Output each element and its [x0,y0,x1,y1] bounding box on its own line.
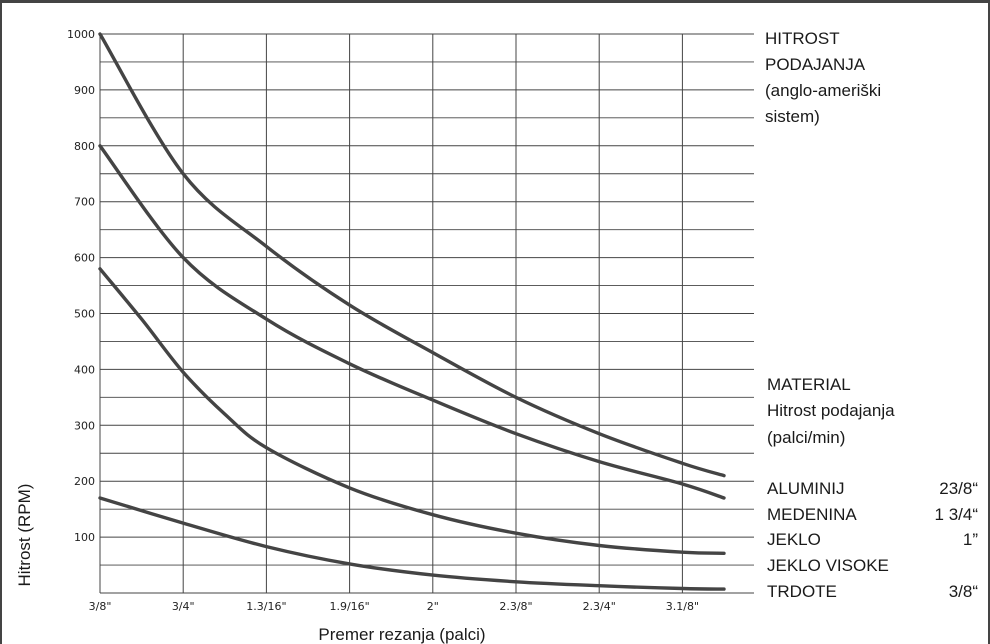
x-tick-label: 1.3/16" [246,600,286,613]
series-line-1 [98,32,726,478]
y-axis-label: Hitrost (RPM) [15,484,34,587]
feed-title-line: HITROST [765,29,840,48]
material-header-line: (palci/min) [767,428,845,447]
x-tick-label: 2.3/4" [583,600,616,613]
material-feed-value: 23/8“ [939,479,978,498]
material-feed-value: 3/8“ [949,582,979,601]
series-line-2 [98,144,726,500]
y-tick-label: 300 [74,419,95,432]
x-tick-label: 3/8" [89,600,112,613]
y-tick-labels: 100 200 300 400 500 600 700 800 900 1000 [67,28,95,544]
material-feed-value: 1” [963,530,978,549]
y-tick-label: 1000 [67,28,95,41]
x-tick-label: 3.1/8" [666,600,699,613]
x-tick-label: 1.9/16" [329,600,369,613]
material-name: JEKLO VISOKE [767,556,889,575]
series-line-3 [98,267,726,555]
y-tick-label: 600 [74,252,95,265]
material-header-line: Hitrost podajanja [767,401,895,420]
material-feed-value: 1 3/4“ [935,505,979,524]
material-name: ALUMINIJ [767,479,844,498]
series-line-4 [98,496,726,591]
x-tick-label: 2" [427,600,439,613]
y-tick-label: 100 [74,531,95,544]
material-name: TRDOTE [767,582,837,601]
material-header: MATERIAL Hitrost podajanja (palci/min) [767,375,895,447]
feed-rate-title: HITROST PODAJANJA (anglo-ameriški sistem… [765,29,881,126]
material-table: ALUMINIJ 23/8“ MEDENINA 1 3/4“ JEKLO 1” … [767,479,978,601]
y-tick-label: 400 [74,363,95,376]
feed-title-line: sistem) [765,107,820,126]
y-tick-label: 700 [74,196,95,209]
x-tick-labels: 3/8" 3/4" 1.3/16" 1.9/16" 2" 2.3/8" 2.3/4" 3.1/… [89,600,699,613]
y-tick-label: 200 [74,475,95,488]
y-tick-label: 800 [74,140,95,153]
material-name: MEDENINA [767,505,857,524]
series-group [98,32,726,591]
y-tick-label: 900 [74,84,95,97]
x-tick-label: 2.3/8" [499,600,532,613]
material-name: JEKLO [767,530,821,549]
material-header-line: MATERIAL [767,375,851,394]
feed-title-line: (anglo-ameriški [765,81,881,100]
grid [99,33,754,594]
x-axis-label: Premer rezanja (palci) [318,625,485,644]
x-tick-label: 3/4" [172,600,195,613]
y-tick-label: 500 [74,308,95,321]
feed-title-line: PODAJANJA [765,55,866,74]
